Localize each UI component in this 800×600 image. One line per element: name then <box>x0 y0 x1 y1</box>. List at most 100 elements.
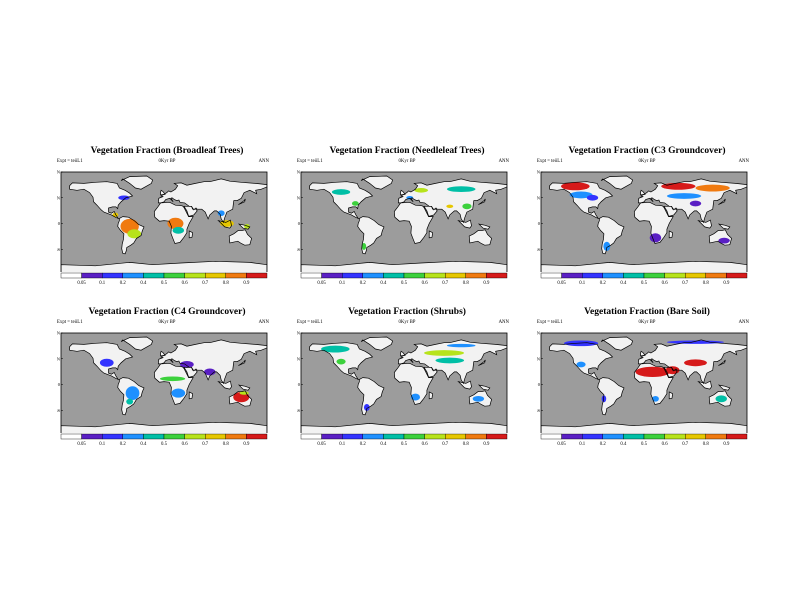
land-mass <box>400 190 406 195</box>
coastline <box>238 359 246 366</box>
colorbar-swatch <box>465 433 487 440</box>
vegetation-fraction-cell <box>435 357 465 364</box>
land-mass <box>158 339 267 384</box>
coastline <box>237 223 251 230</box>
coastline <box>600 336 634 351</box>
coastline <box>478 198 486 205</box>
colorbar-label: 0.6 <box>422 442 429 447</box>
land-mass <box>424 206 438 217</box>
lat-tick-label: 0 <box>58 382 61 387</box>
colorbar-label: 0.9 <box>243 281 250 286</box>
coastline <box>360 336 394 351</box>
colorbar-label: 0.7 <box>202 442 209 447</box>
colorbar-swatch <box>602 272 624 279</box>
coastline <box>697 219 712 229</box>
vegetation-fraction-cell <box>336 358 346 365</box>
land-mass <box>229 229 252 246</box>
colorbar-swatch <box>342 433 364 440</box>
land-mass <box>361 176 393 190</box>
colorbar-label: 0.8 <box>703 442 710 447</box>
panel-title: Vegetation Fraction (Needleleaf Trees) <box>329 146 485 156</box>
coastline <box>238 198 246 205</box>
colorbar-swatch <box>403 272 425 279</box>
coastline <box>663 205 678 217</box>
lat-tick-label: 45N <box>297 195 301 200</box>
colorbar-label: 0.8 <box>703 281 710 286</box>
coastline <box>668 391 673 400</box>
colorbar-swatch <box>383 433 405 440</box>
colorbar-label: 0.6 <box>662 442 669 447</box>
vegetation-fraction-cell <box>603 241 611 251</box>
coastline <box>633 201 674 244</box>
lat-tick-label: 45S <box>537 408 540 413</box>
colorbar-swatch <box>623 272 645 279</box>
lat-tick-label: 45S <box>297 247 300 252</box>
vegetation-fraction-cell <box>718 237 730 244</box>
vegetation-fraction-cell <box>172 226 185 234</box>
map-plot: 90N45N045S90S180120W60W060E120E180 <box>57 170 268 272</box>
lat-tick-label: 45S <box>537 247 540 252</box>
colorbar-label: 0.8 <box>223 442 230 447</box>
vegetation-fraction-cell <box>446 186 476 193</box>
land-mass <box>469 229 492 246</box>
coastline <box>637 178 747 224</box>
vegetation-fraction-cell <box>446 204 454 209</box>
period-label: 0Kyr BP <box>638 320 656 325</box>
colorbar-label: 0.05 <box>317 281 326 286</box>
vegetation-fraction-cell <box>586 194 599 201</box>
vegetation-fraction-cell <box>127 229 142 239</box>
colorbar-swatch <box>102 272 124 279</box>
coastline <box>549 181 614 220</box>
coastline <box>718 359 726 366</box>
coastline <box>640 189 646 196</box>
colorbar-swatch <box>60 272 82 279</box>
colorbar-label: 0.9 <box>483 281 490 286</box>
land-mass <box>479 385 490 391</box>
colorbar-label: 0.05 <box>77 442 86 447</box>
land-mass <box>549 181 613 219</box>
vegetation-fraction-cell <box>576 361 586 368</box>
colorbar: 0.05 0.1 0.2 0.4 0.5 0.6 0.7 0.8 0.9 <box>60 433 268 447</box>
vegetation-fraction-cell <box>446 343 476 348</box>
coastline <box>120 175 154 190</box>
coastline <box>160 350 166 357</box>
colorbar-label: 0.2 <box>360 442 367 447</box>
coastline <box>120 336 154 351</box>
coastline <box>478 359 486 366</box>
coastline <box>457 380 472 390</box>
lat-tick-label: 45S <box>297 408 300 413</box>
lat-tick-label: 45N <box>57 356 61 361</box>
colorbar-swatch <box>321 272 343 279</box>
colorbar-label: 0.2 <box>360 281 367 286</box>
colorbar-swatch <box>424 272 446 279</box>
colorbar-label: 0.05 <box>557 442 566 447</box>
colorbar-swatch <box>342 272 364 279</box>
coastline <box>423 205 438 217</box>
colorbar-swatch <box>143 433 165 440</box>
coastline <box>423 366 438 378</box>
coastline <box>237 384 251 391</box>
period-label: 0Kyr BP <box>158 159 176 164</box>
land-mass <box>541 261 747 272</box>
land-mass <box>61 422 267 433</box>
colorbar-swatch <box>444 433 466 440</box>
colorbar-swatch <box>184 433 206 440</box>
season-label: ANN <box>258 320 269 325</box>
colorbar-swatch <box>582 433 604 440</box>
land-mass <box>549 342 613 380</box>
lat-tick-label: 45S <box>57 408 60 413</box>
vegetation-fraction-cell <box>217 210 225 217</box>
map-plot: 90N45N045S90S180120W60W060E120E180 <box>57 331 268 433</box>
colorbar-label: 0.5 <box>161 442 168 447</box>
colorbar-label: 0.5 <box>641 281 648 286</box>
land-mass <box>597 377 624 415</box>
vegetation-fraction-cell <box>331 189 351 195</box>
colorbar-label: 0.4 <box>380 281 387 286</box>
land-mass <box>160 190 166 195</box>
coastline <box>157 339 267 385</box>
land-mass <box>184 367 198 378</box>
lat-tick-label: 45N <box>537 195 541 200</box>
coastline <box>309 342 374 381</box>
colorbar-label: 0.9 <box>483 442 490 447</box>
colorbar-label: 0.2 <box>600 281 607 286</box>
